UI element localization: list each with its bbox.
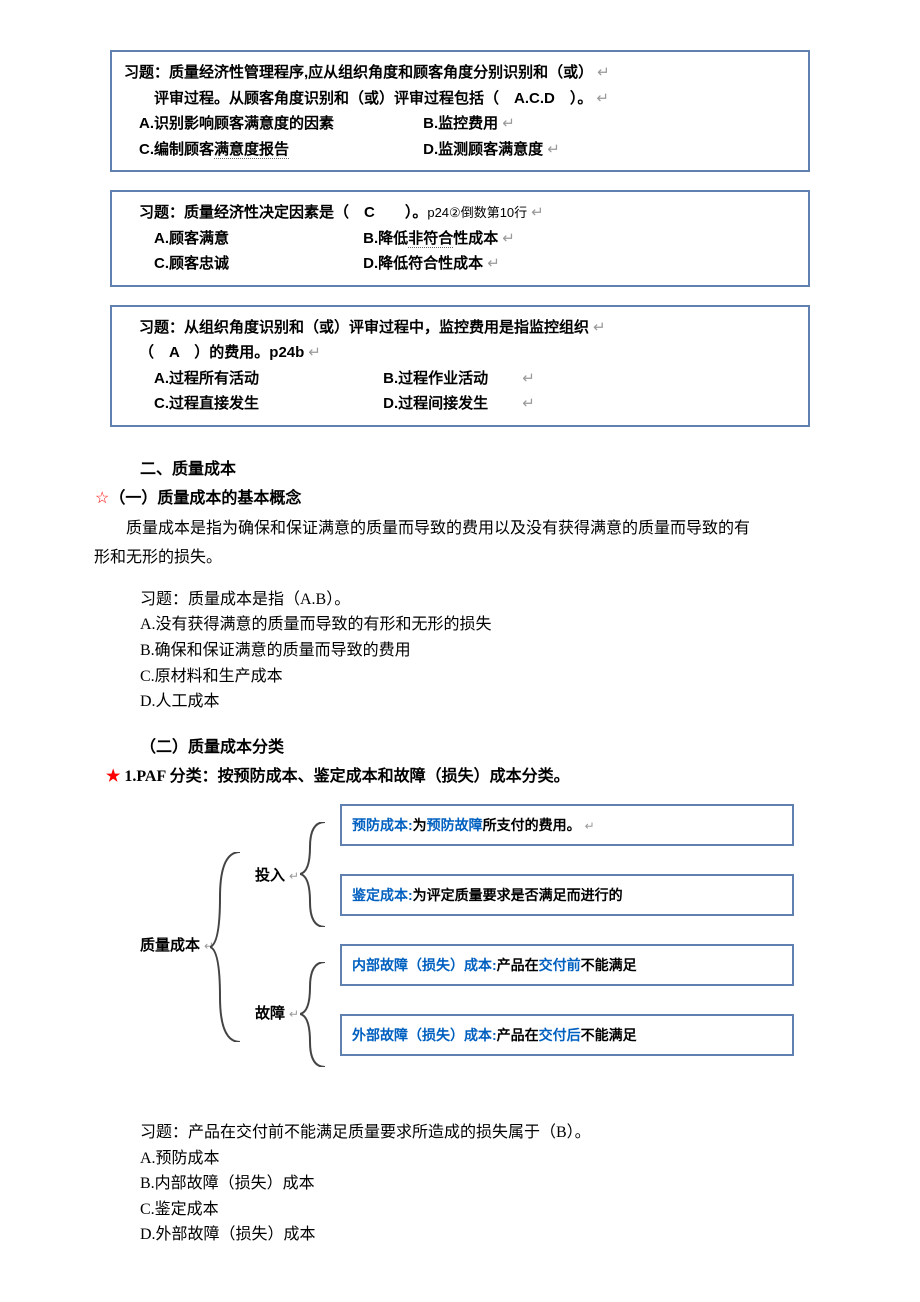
question-box-1: 习题：质量经济性管理程序,应从组织角度和顾客角度分别识别和（或）↵ 评审过程。从… xyxy=(110,50,810,172)
q1-line2: 评审过程。从顾客角度识别和（或）评审过程包括（ A.C.D ）。↵ xyxy=(124,86,796,112)
q3-opts-row1: A.过程所有活动 B.过程作业活动 ↵ xyxy=(124,366,796,392)
section-2-para-line2: 形和无形的损失。 xyxy=(94,545,830,571)
section-2-sub2: （二）质量成本分类 xyxy=(140,735,870,761)
q3-opts-row2: C.过程直接发生 D.过程间接发生 ↵ xyxy=(124,391,796,417)
q1-opts-row1: A.识别影响顾客满意度的因素 B.监控费用↵ xyxy=(124,111,796,137)
exercise-1-opt-d: D.人工成本 xyxy=(140,689,870,715)
q3-line1: 习题：从组织角度识别和（或）评审过程中，监控费用是指监控组织↵ xyxy=(124,315,796,341)
section-2-para-line1: 质量成本是指为确保和保证满意的质量而导致的费用以及没有获得满意的质量而导致的有 xyxy=(94,516,830,542)
diagram-mid-1: 投入↵ xyxy=(255,864,299,888)
exercise-1: 习题：质量成本是指（A.B）。 A.没有获得满意的质量而导致的有形和无形的损失 … xyxy=(140,587,870,715)
section-2-heading: 二、质量成本 xyxy=(140,457,870,483)
q2-line1: 习题：质量经济性决定因素是（ C ）。p24②倒数第10行↵ xyxy=(124,200,796,226)
question-box-2: 习题：质量经济性决定因素是（ C ）。p24②倒数第10行↵ A.顾客满意 B.… xyxy=(110,190,810,287)
star-fill-icon: ★ xyxy=(106,768,120,785)
paf-diagram: 质量成本↵ 投入↵ 故障↵ 预防成本:为预防故障所支付的费用。↵ 鉴定成本:为评… xyxy=(140,804,830,1104)
paf-heading: ★ 1.PAF 分类：按预防成本、鉴定成本和故障（损失）成本分类。 xyxy=(106,764,870,790)
exercise-1-stem: 习题：质量成本是指（A.B）。 xyxy=(140,587,870,613)
q1-opts-row2: C.编制顾客满意度报告 D.监测顾客满意度↵ xyxy=(124,137,796,163)
q2-opts-row2: C.顾客忠诚 D.降低符合性成本↵ xyxy=(124,251,796,277)
brace-mid1-icon xyxy=(300,822,330,927)
brace-mid2-icon xyxy=(300,962,330,1067)
diagram-leaf-3: 内部故障（损失）成本:产品在交付前不能满足 xyxy=(340,944,794,986)
question-box-3: 习题：从组织角度识别和（或）评审过程中，监控费用是指监控组织↵ （ A ）的费用… xyxy=(110,305,810,427)
brace-root-icon xyxy=(210,852,246,1042)
star-open-icon: ☆ xyxy=(95,490,109,507)
exercise-2-stem: 习题：产品在交付前不能满足质量要求所造成的损失属于（B）。 xyxy=(140,1120,870,1146)
exercise-1-opt-a: A.没有获得满意的质量而导致的有形和无形的损失 xyxy=(140,612,870,638)
diagram-leaf-2: 鉴定成本:为评定质量要求是否满足而进行的 xyxy=(340,874,794,916)
diagram-root: 质量成本↵ xyxy=(140,934,214,958)
exercise-2-opt-b: B.内部故障（损失）成本 xyxy=(140,1171,870,1197)
exercise-2-opt-c: C.鉴定成本 xyxy=(140,1197,870,1223)
exercise-2-opt-a: A.预防成本 xyxy=(140,1146,870,1172)
q1-line1: 习题：质量经济性管理程序,应从组织角度和顾客角度分别识别和（或）↵ xyxy=(124,60,796,86)
diagram-mid-2: 故障↵ xyxy=(255,1002,299,1026)
diagram-leaf-1: 预防成本:为预防故障所支付的费用。↵ xyxy=(340,804,794,846)
exercise-2: 习题：产品在交付前不能满足质量要求所造成的损失属于（B）。 A.预防成本 B.内… xyxy=(140,1120,870,1248)
diagram-leaf-4: 外部故障（损失）成本:产品在交付后不能满足 xyxy=(340,1014,794,1056)
exercise-2-opt-d: D.外部故障（损失）成本 xyxy=(140,1222,870,1248)
q3-line2: （ A ）的费用。p24b↵ xyxy=(124,340,796,366)
exercise-1-opt-b: B.确保和保证满意的质量而导致的费用 xyxy=(140,638,870,664)
q2-opts-row1: A.顾客满意 B.降低非符合性成本↵ xyxy=(124,226,796,252)
exercise-1-opt-c: C.原材料和生产成本 xyxy=(140,664,870,690)
section-2-sub1: ☆（一）质量成本的基本概念 xyxy=(95,486,870,512)
